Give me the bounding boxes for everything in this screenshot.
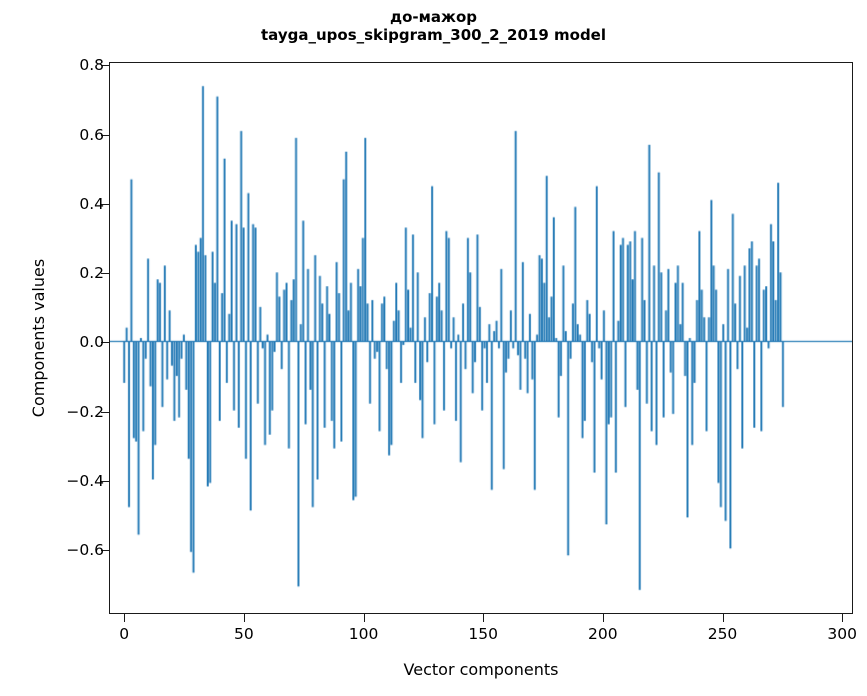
x-tick-label: 300 <box>827 625 857 643</box>
x-tick-label: 250 <box>707 625 738 643</box>
y-tick-mark <box>101 134 110 136</box>
chart-title-line2: tayga_upos_skipgram_300_2_2019 model <box>261 26 606 45</box>
y-tick-mark <box>101 342 110 344</box>
plot-axes: 0.8 0.6 0.4 0.2 0.0 −0.2 −0.4 −0.6 0 50 100 150 200… <box>66 56 857 643</box>
x-axis-label: Vector components <box>403 660 559 679</box>
x-tick-label: 200 <box>588 625 618 643</box>
y-tick-mark <box>101 273 110 275</box>
x-tick-mark <box>124 613 126 622</box>
y-tick-mark <box>101 203 110 205</box>
x-tick-label: 50 <box>234 625 254 643</box>
y-tick-label: 0.0 <box>79 333 104 352</box>
x-tick-label: 150 <box>468 625 498 643</box>
y-axis-label: Components values <box>29 258 48 418</box>
x-tick-mark <box>483 613 485 622</box>
y-tick-label: −0.2 <box>66 402 104 421</box>
y-tick-mark <box>101 411 110 413</box>
y-tick-label: 0.6 <box>79 125 104 144</box>
x-tick-mark <box>363 613 365 622</box>
x-tick-label: 0 <box>119 625 130 643</box>
y-tick-mark <box>101 65 110 67</box>
x-tick-mark <box>842 613 844 622</box>
chart-title-line1: до-мажор <box>390 8 477 26</box>
y-tick-mark <box>101 480 110 482</box>
y-tick-mark <box>101 550 110 552</box>
x-tick-mark <box>243 613 245 622</box>
chart-title: до-мажор tayga_upos_skipgram_300_2_2019 … <box>0 8 867 45</box>
y-tick-label: −0.6 <box>66 541 104 560</box>
y-tick-label: 0.8 <box>79 56 104 75</box>
y-tick-label: 0.2 <box>79 264 104 283</box>
y-tick-label: 0.4 <box>79 194 104 213</box>
x-tick-mark <box>602 613 604 622</box>
x-tick-mark <box>722 613 724 622</box>
y-tick-label: −0.4 <box>66 471 104 490</box>
x-tick-label: 100 <box>348 625 379 643</box>
bar-plot-canvas <box>110 63 852 613</box>
